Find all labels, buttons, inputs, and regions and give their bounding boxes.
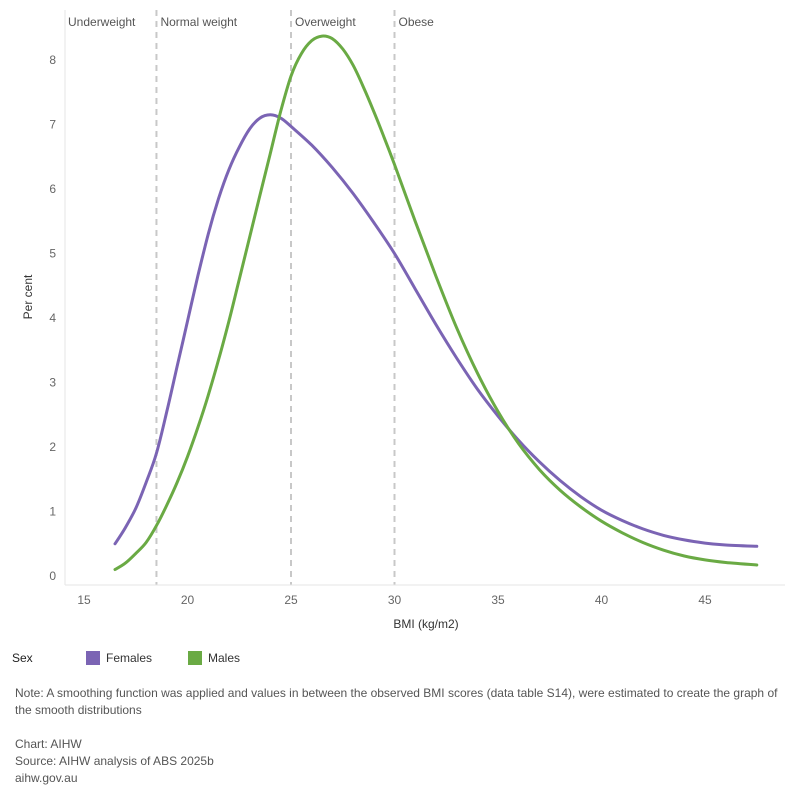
- plot-area: [65, 10, 785, 585]
- chart-credit: Chart: AIHW: [15, 737, 82, 751]
- x-tick-label: 45: [698, 593, 712, 607]
- y-tick-label: 2: [49, 440, 56, 454]
- x-tick-label: 15: [77, 593, 91, 607]
- plot-background: [65, 10, 785, 585]
- y-tick-label: 0: [49, 569, 56, 583]
- site-link[interactable]: aihw.gov.au: [15, 771, 78, 785]
- category-band-label: Underweight: [68, 15, 136, 29]
- y-tick-label: 7: [49, 118, 56, 132]
- bmi-distribution-chart: Underweight Normal weight Overweight Obese …: [21, 10, 785, 631]
- category-band-labels: Underweight Normal weight Overweight Obese: [68, 15, 434, 29]
- legend-label-males: Males: [208, 651, 241, 665]
- y-tick-label: 4: [49, 311, 56, 325]
- x-axis-title: BMI (kg/m2): [393, 617, 458, 631]
- source-credit: Source: AIHW analysis of ABS 2025b: [15, 754, 214, 768]
- footer: Chart: AIHW Source: AIHW analysis of ABS…: [15, 736, 214, 787]
- category-band-label: Normal weight: [160, 15, 237, 29]
- legend-label-females: Females: [106, 651, 153, 665]
- legend-title: Sex: [12, 651, 33, 665]
- females-swatch: [86, 651, 100, 665]
- x-tick-label: 35: [491, 593, 505, 607]
- y-tick-label: 1: [49, 505, 56, 519]
- x-tick-label: 20: [181, 593, 195, 607]
- legend-item-females[interactable]: Females: [86, 651, 152, 665]
- x-tick-label: 40: [595, 593, 609, 607]
- category-band-label: Overweight: [295, 15, 356, 29]
- y-tick-label: 3: [49, 376, 56, 390]
- series-line-males[interactable]: [113, 34, 759, 571]
- y-tick-label: 5: [49, 247, 56, 261]
- y-tick-label: 8: [49, 53, 56, 67]
- legend: Sex Females Males: [12, 648, 276, 668]
- axes: [64, 10, 785, 586]
- chart-note: Note: A smoothing function was applied a…: [15, 686, 778, 717]
- x-tick-label: 30: [388, 593, 402, 607]
- x-tick-label: 25: [284, 593, 298, 607]
- legend-item-males[interactable]: Males: [188, 651, 240, 665]
- series-line-females[interactable]: [113, 113, 759, 548]
- x-axis-ticks: 15 20 25 30 35 40 45: [77, 593, 712, 607]
- y-axis-title: Per cent: [21, 274, 35, 319]
- males-swatch: [188, 651, 203, 665]
- category-band-label: Obese: [399, 15, 435, 29]
- y-axis-ticks: 0 1 2 3 4 5 6 7 8: [49, 53, 56, 583]
- series-lines: [113, 34, 759, 571]
- category-dividers: [155, 10, 396, 585]
- y-tick-label: 6: [49, 182, 56, 196]
